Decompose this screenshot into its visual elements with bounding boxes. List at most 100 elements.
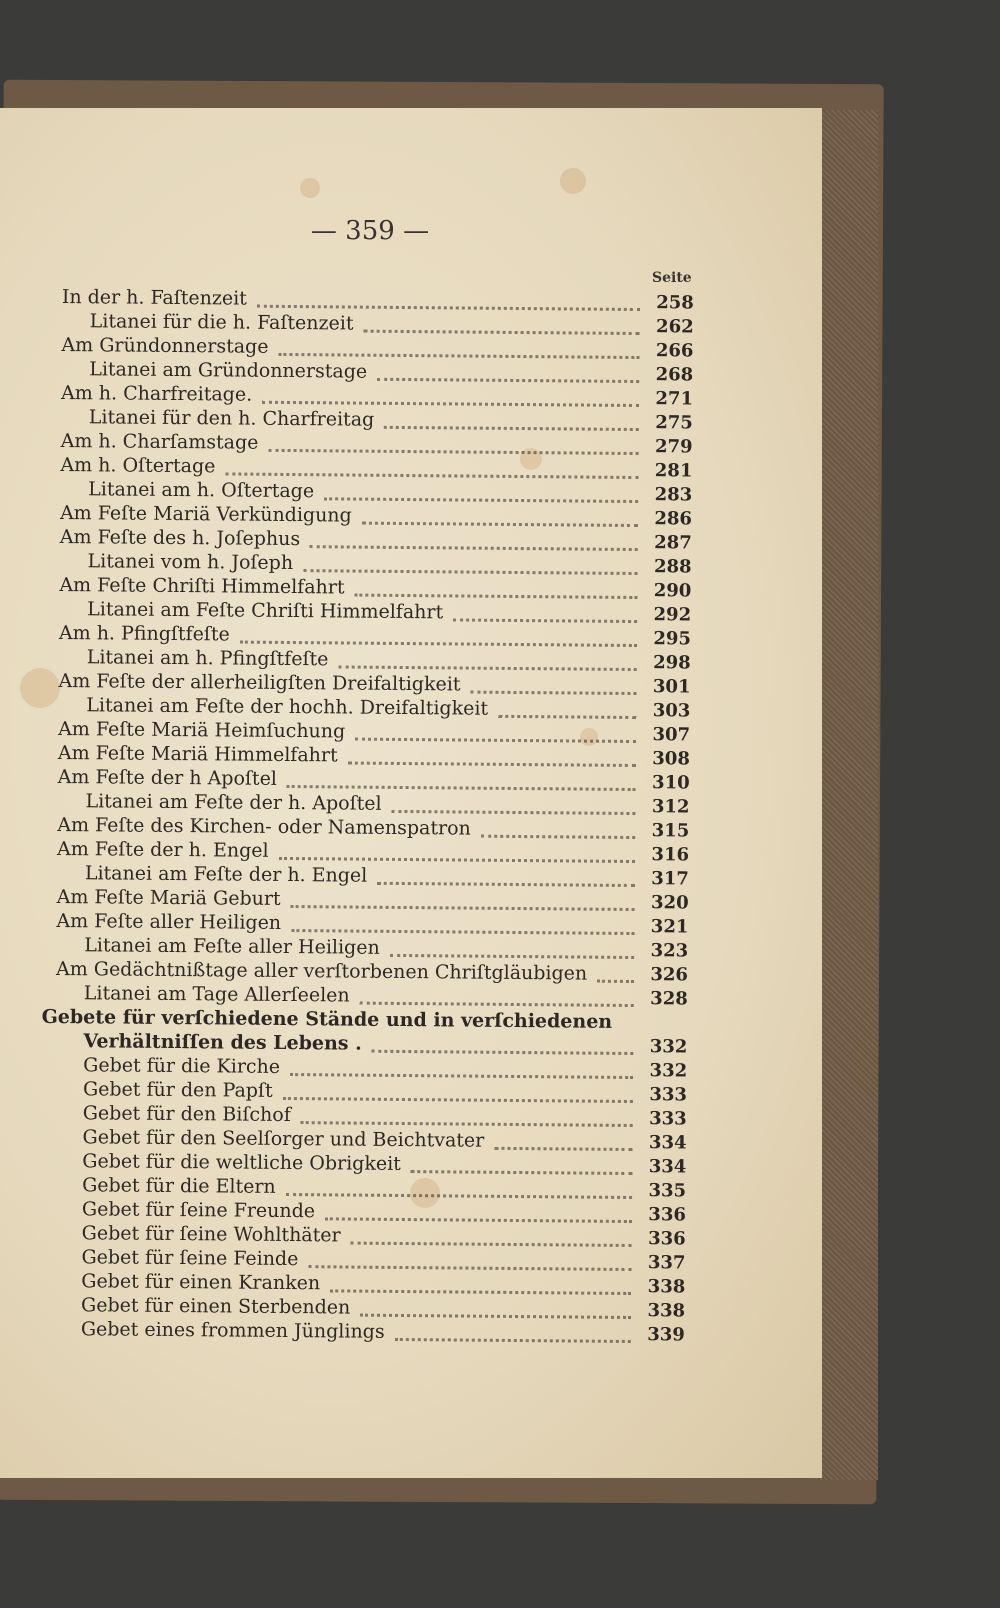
toc-entry-title: Gebet für den Biſchof xyxy=(82,1102,291,1127)
dot-leader xyxy=(308,1264,632,1271)
dot-leader xyxy=(363,329,640,335)
toc-entry-page: 262 xyxy=(655,316,694,338)
toc-entry-page: 295 xyxy=(653,628,692,650)
dot-leader xyxy=(494,1146,633,1151)
toc-entry-title: Am h. Charfreitage. xyxy=(60,381,253,406)
toc-entry-page: 292 xyxy=(653,604,692,626)
dot-leader xyxy=(350,1241,632,1247)
toc-entry-title: Gebet für die Eltern xyxy=(82,1174,276,1198)
toc-entry-title: Gebet für den Seelſorger und Beichtvater xyxy=(82,1126,485,1152)
toc-entry-title: Am Feſte des Kirchen- oder Namenspatron xyxy=(57,813,471,840)
dot-leader xyxy=(453,617,638,623)
dot-leader xyxy=(290,1072,634,1079)
toc-entry-title: Am Gründonnerstage xyxy=(61,333,269,358)
toc-entry-title: Am h. Charſamstage xyxy=(60,429,259,454)
dot-leader xyxy=(290,904,635,911)
toc-entry-page: 337 xyxy=(647,1252,686,1274)
toc-entry-title: Am Feſte Chriſti Himmelfahrt xyxy=(59,573,345,599)
toc-entry-title: Litanei für den h. Charfreitag xyxy=(88,406,375,431)
toc-entry-page: 268 xyxy=(655,364,694,386)
toc-entry-title: Litanei am h. Oſtertage xyxy=(88,478,315,503)
dot-leader xyxy=(498,714,637,719)
toc-entry-page: 287 xyxy=(654,532,692,554)
toc-entry-page: 279 xyxy=(654,436,693,458)
toc-entry-page: 323 xyxy=(650,940,689,962)
toc-entry-page: 332 xyxy=(649,1036,688,1058)
toc-entry-page: 338 xyxy=(647,1300,686,1322)
dot-leader xyxy=(470,690,637,695)
toc-entry-title: Gebet für einen Sterbenden xyxy=(81,1294,351,1319)
dot-leader xyxy=(384,425,639,431)
toc-entry-page: 271 xyxy=(655,388,694,410)
dot-leader xyxy=(303,568,638,575)
toc-entry-title: Litanei am Gründonnerstage xyxy=(89,358,368,383)
dot-leader xyxy=(377,377,640,383)
dot-leader xyxy=(330,1288,632,1295)
toc-entry-title: Am Feſte Mariä Verkündigung xyxy=(59,501,352,527)
toc-entry-page: 258 xyxy=(656,292,694,314)
toc-entry-page: 286 xyxy=(654,508,693,530)
toc-entry-title: Am Feſte der h Apoſtel xyxy=(57,765,278,790)
dot-leader xyxy=(268,448,639,455)
dot-leader xyxy=(394,1337,631,1343)
toc-entry-page: 320 xyxy=(650,892,689,914)
dot-leader xyxy=(377,881,635,887)
dot-leader xyxy=(325,1216,632,1223)
toc-entry-title: Gebet für die weltliche Obrigkeit xyxy=(82,1150,401,1175)
toc-entry-page: 315 xyxy=(651,820,690,842)
dot-leader xyxy=(389,953,635,959)
page-number: — 359 — xyxy=(310,216,430,246)
toc-entry-page: 266 xyxy=(655,340,694,362)
dot-leader xyxy=(278,352,640,359)
toc-entry-title: Gebet für ſeine Freunde xyxy=(81,1198,316,1223)
toc-entry-title: Am Feſte Mariä Himmelfahrt xyxy=(57,741,338,767)
book-cover-edge xyxy=(820,110,878,1480)
toc-entry-title: Gebet für den Papſt xyxy=(82,1078,273,1102)
dot-leader xyxy=(291,928,635,935)
toc-entry-title: Am Feſte der allerheiligſten Dreifaltigk… xyxy=(58,669,461,696)
toc-entry-page: 321 xyxy=(650,916,689,938)
toc-entry-page: 281 xyxy=(654,460,693,482)
dot-leader xyxy=(361,521,638,527)
toc-entry-page: 317 xyxy=(651,868,689,890)
dot-leader xyxy=(480,834,636,839)
toc-entry-title: Am Feſte des h. Joſephus xyxy=(59,525,301,551)
dot-leader xyxy=(324,496,639,503)
toc-entry-title: Litanei am Feſte Chriſti Himmelfahrt xyxy=(87,598,444,624)
toc-entry-title: Gebet für einen Kranken xyxy=(81,1270,321,1295)
toc-entry-page: 334 xyxy=(648,1132,687,1154)
toc-entry-page: 338 xyxy=(647,1276,686,1298)
toc-entry-title: Litanei am Tage Allerſeelen xyxy=(83,982,350,1007)
toc-entry-page: 290 xyxy=(653,580,692,602)
toc-entry-title: In der h. Faſtenzeit xyxy=(61,286,247,310)
dot-leader xyxy=(355,737,637,743)
dot-leader xyxy=(256,304,640,311)
toc-entry-title: Litanei vom h. Joſeph xyxy=(87,550,294,575)
toc-entry-page: 334 xyxy=(648,1156,687,1178)
dot-leader xyxy=(391,809,636,815)
toc-entry-title: Litanei am Feſte der hochh. Dreifaltigke… xyxy=(86,694,489,720)
toc-entry-page: 339 xyxy=(647,1324,685,1346)
dot-leader xyxy=(338,664,637,671)
dot-leader xyxy=(354,593,638,599)
toc-entry-page: 328 xyxy=(650,988,688,1010)
toc-entry-page: 303 xyxy=(652,700,691,722)
toc-entry-title: Am Feſte der h. Engel xyxy=(56,837,269,862)
toc-entry-page: 333 xyxy=(649,1084,688,1106)
toc-entry-page: 316 xyxy=(651,844,690,866)
toc-entry-title: Gebet für ſeine Feinde xyxy=(81,1246,299,1271)
toc-entry-title: Litanei am Feſte der h. Engel xyxy=(84,862,368,887)
dot-leader xyxy=(410,1169,633,1175)
dot-leader xyxy=(262,400,639,407)
toc-entry-page: 307 xyxy=(652,724,691,746)
toc-entry-page: 308 xyxy=(652,748,690,770)
toc-entry-title: Litanei am Feſte aller Heiligen xyxy=(84,934,380,959)
table-of-contents: In der h. Faſtenzeit 258 Litanei für die h… xyxy=(42,286,694,1347)
dot-leader xyxy=(371,1049,634,1055)
dot-leader xyxy=(282,1096,633,1103)
dot-leader xyxy=(347,761,636,767)
toc-entry-title: Litanei am Feſte der h. Apoſtel xyxy=(85,790,382,815)
toc-entry-title: Am h. Oſtertage xyxy=(60,453,216,478)
toc-entry-page: 283 xyxy=(654,484,693,506)
dot-leader xyxy=(310,544,638,551)
